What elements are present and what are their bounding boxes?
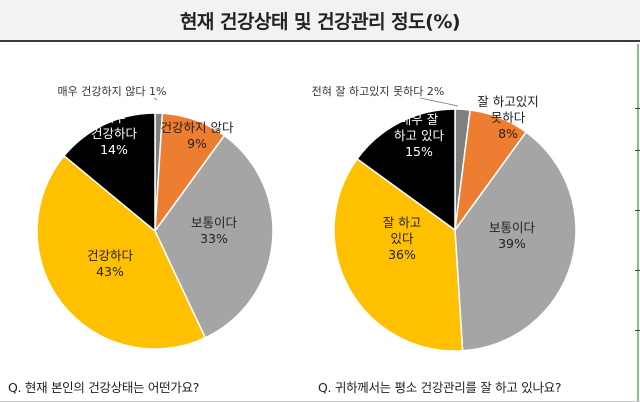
side-tick [635, 108, 640, 109]
pie-slice-0-3 [36, 154, 207, 350]
side-tick [635, 210, 640, 211]
pie-slice-1-4 [356, 108, 456, 232]
pie-slice-1-2 [454, 131, 577, 352]
question-left: Q. 현재 본인의 건강상태는 어떤가요? [8, 380, 200, 395]
slice-label-1-4: 매우 잘 하고 있다 15% [394, 112, 444, 159]
side-tick [635, 270, 640, 271]
pie-slice-0-4 [63, 112, 156, 233]
question-right: Q. 귀하께서는 평소 건강관리를 잘 하고 있나요? [318, 380, 562, 395]
slice-label-1-3: 잘 하고 있다 36% [383, 215, 421, 262]
slice-label-1-1: 잘 하고있지 못하다 8% [477, 94, 538, 141]
side-tick [635, 150, 640, 151]
slice-label-0-2: 보통이다 33% [191, 215, 238, 246]
slice-label-1-2: 보통이다 39% [489, 220, 536, 251]
slice-label-0-3: 건강하다 43% [87, 248, 134, 279]
slice-label-0-1: 건강하지 않다 9% [161, 120, 234, 151]
side-tick [635, 330, 640, 331]
leader-line-0 [153, 97, 158, 101]
leader-line-1 [419, 97, 459, 107]
slice-label-0-0: 매우 건강하지 않다 1% [58, 84, 167, 98]
chart-title-bar: 현재 건강상태 및 건강관리 정도(%) [0, 0, 640, 42]
pie-slice-0-2 [154, 134, 274, 339]
slice-label-0-4: 매우 건강하다 14% [91, 110, 138, 157]
slice-label-1-0: 전혀 잘 하고있지 못하다 2% [312, 84, 445, 98]
side-divider [637, 44, 639, 402]
pie-slice-1-3 [333, 157, 464, 352]
chart-title: 현재 건강상태 및 건강관리 정도(%) [179, 10, 461, 33]
